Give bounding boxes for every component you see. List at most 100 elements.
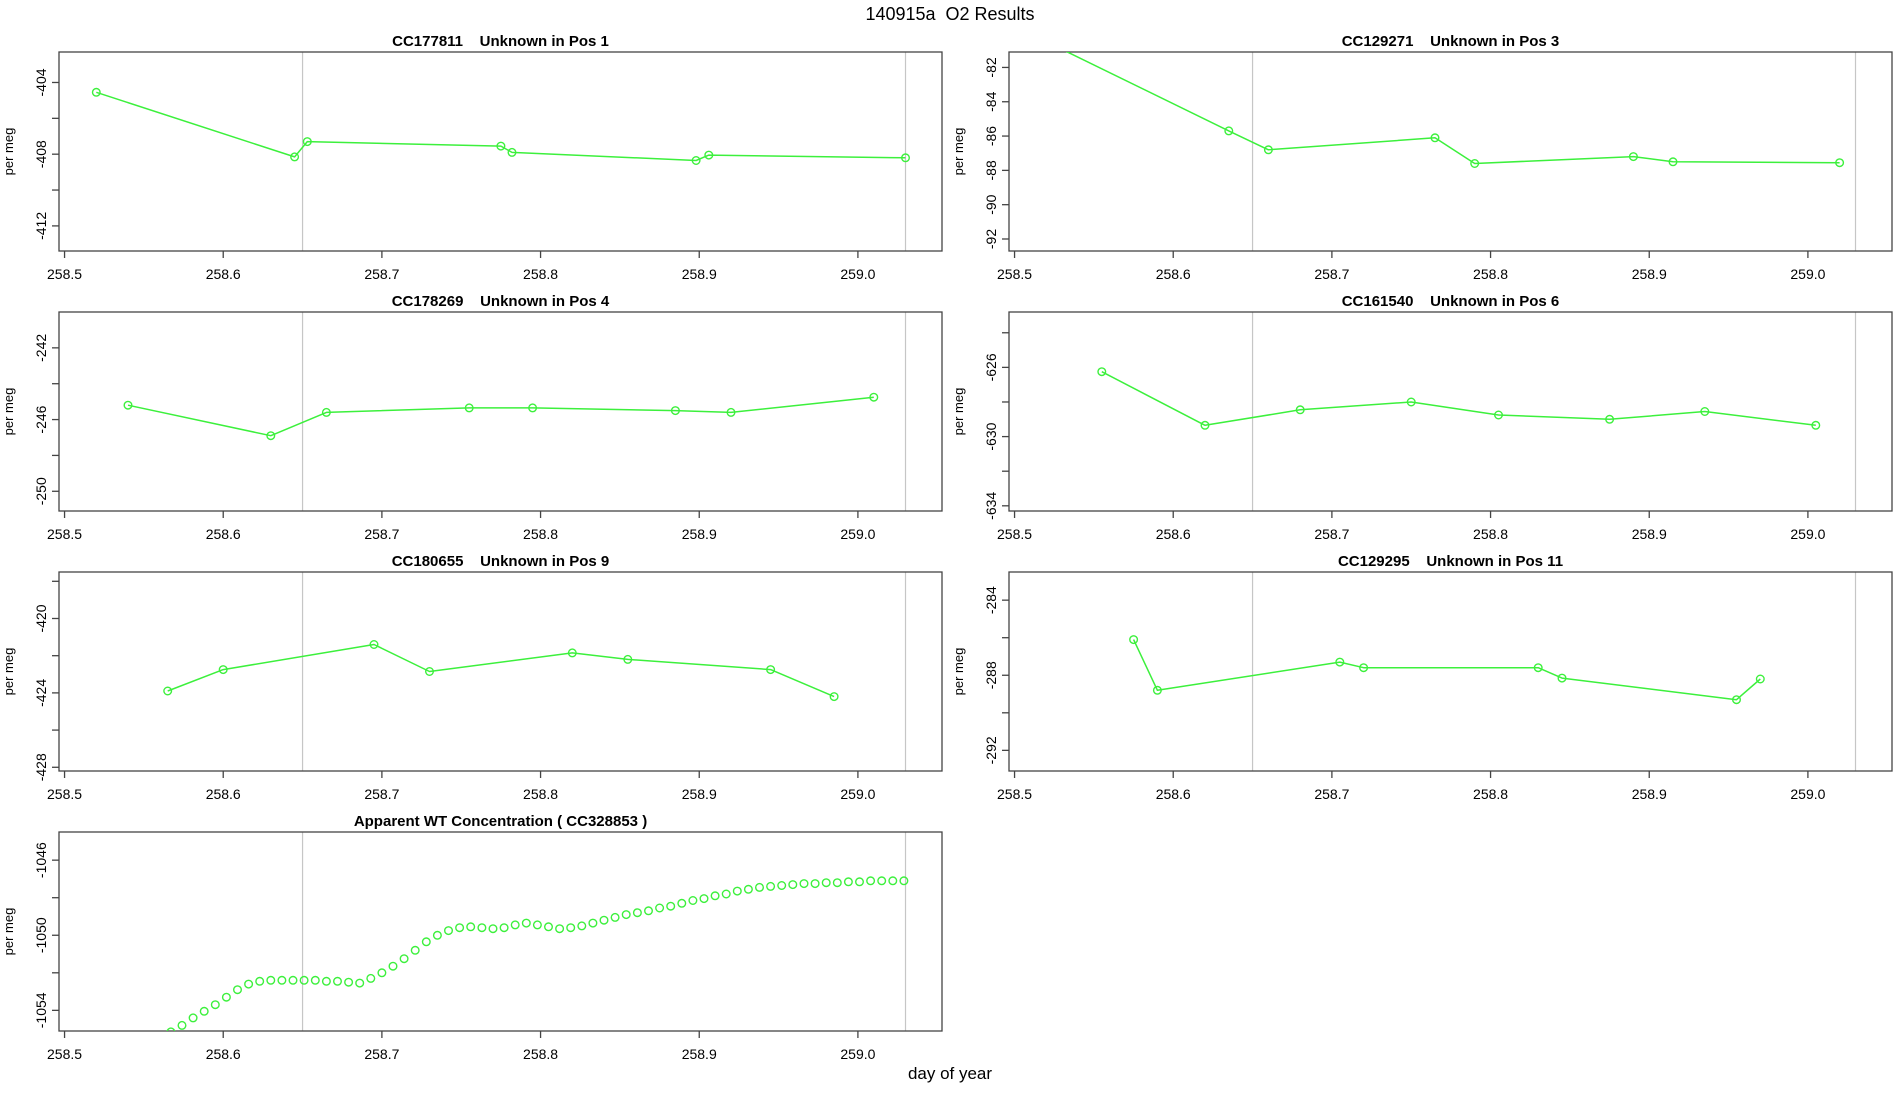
data-point — [163, 686, 173, 696]
y-axis-title: per meg — [1, 128, 16, 176]
y-tick-label: -428 — [33, 753, 49, 781]
data-point — [588, 918, 598, 928]
x-tick-label: 258.5 — [997, 266, 1032, 282]
subplot-svg: 258.5 258.6 258.7 258.8 258.9 259.0 -92 -90 -88 -… — [951, 33, 1893, 282]
subplot-title: Apparent WT Concentration ( CC328853 ) — [354, 813, 647, 830]
data-point — [610, 912, 620, 922]
chart-apparent-wt-concentration: 258.5 258.6 258.7 258.8 258.9 259.0 -1054 -1050… — [0, 810, 950, 1070]
x-tick-label: 258.6 — [1156, 526, 1191, 542]
data-point — [91, 87, 101, 97]
data-point — [244, 979, 254, 989]
x-tick-label: 258.8 — [523, 266, 558, 282]
data-point — [843, 877, 853, 887]
y-tick-label: -1046 — [33, 842, 49, 878]
y-tick-label: -288 — [983, 661, 999, 689]
x-tick-label: 258.9 — [1632, 526, 1667, 542]
series-group — [166, 876, 909, 1031]
x-tick-label: 258.7 — [1314, 786, 1349, 802]
data-point — [1097, 367, 1107, 377]
y-axis-title: per meg — [951, 388, 966, 436]
data-point — [521, 918, 531, 928]
data-point — [333, 976, 343, 986]
x-tick-label: 258.5 — [47, 1046, 82, 1062]
subplot-title: CC161540 Unknown in Pos 6 — [1342, 293, 1560, 310]
data-point — [1732, 695, 1742, 705]
x-tick-label: 258.9 — [1632, 266, 1667, 282]
y-tick-label: -242 — [33, 334, 49, 362]
data-point — [1533, 663, 1543, 673]
plot-box — [1008, 311, 1893, 512]
x-tick-label: 258.6 — [206, 786, 241, 802]
subplot-svg: 258.5 258.6 258.7 258.8 258.9 259.0 -1054 -1050… — [1, 813, 943, 1062]
data-point — [366, 973, 376, 983]
data-point — [810, 879, 820, 889]
chart-cc161540-pos6: 258.5 258.6 258.7 258.8 258.9 259.0 -634 -630 -6… — [950, 290, 1900, 550]
data-point — [532, 920, 542, 930]
x-tick-label: 258.9 — [682, 786, 717, 802]
data-point — [464, 403, 474, 413]
data-point — [566, 923, 576, 933]
x-tick-label: 258.9 — [682, 526, 717, 542]
data-point — [321, 976, 331, 986]
y-tick-label: -250 — [33, 477, 49, 505]
chart-cc180655-pos9: 258.5 258.6 258.7 258.8 258.9 259.0 -428 -424 -4… — [0, 550, 950, 810]
data-point — [666, 901, 676, 911]
data-point — [710, 891, 720, 901]
data-point — [369, 639, 379, 649]
data-point — [528, 403, 538, 413]
subplot-svg: 258.5 258.6 258.7 258.8 258.9 259.0 -412 -408 -4… — [1, 33, 943, 282]
y-tick-label: -408 — [33, 140, 49, 168]
series-group — [1065, 52, 1845, 168]
data-point — [901, 153, 911, 163]
x-tick-label: 259.0 — [1790, 786, 1825, 802]
data-point — [623, 654, 633, 664]
data-point — [799, 879, 809, 889]
y-axis-title: per meg — [1, 388, 16, 436]
subplot-svg: 258.5 258.6 258.7 258.8 258.9 259.0 -634 -630 -6… — [951, 293, 1893, 542]
y-tick-label: -86 — [983, 126, 999, 146]
data-point — [869, 392, 879, 402]
data-point — [344, 977, 354, 987]
data-point — [829, 692, 839, 702]
y-tick-label: -284 — [983, 586, 999, 614]
data-point — [1295, 405, 1305, 415]
x-tick-label: 258.7 — [364, 1046, 399, 1062]
data-point — [621, 910, 631, 920]
series-group — [1129, 635, 1765, 705]
series-group — [163, 639, 839, 702]
data-point — [266, 431, 276, 441]
data-point — [188, 1013, 198, 1023]
data-point — [766, 665, 776, 675]
x-tick-label: 258.8 — [523, 526, 558, 542]
series-line — [1101, 371, 1816, 427]
data-point — [399, 954, 409, 964]
y-tick-label: -626 — [983, 353, 999, 381]
series-group — [1097, 367, 1821, 430]
subplot-svg: 258.5 258.6 258.7 258.8 258.9 259.0 -292 -288 -2… — [951, 553, 1893, 802]
data-point — [1152, 685, 1162, 695]
data-point — [1359, 663, 1369, 673]
subplot-title: CC178269 Unknown in Pos 4 — [392, 293, 610, 310]
y-axis-title: per meg — [951, 128, 966, 176]
y-tick-label: -412 — [33, 212, 49, 240]
x-axis-label: day of year — [907, 1064, 993, 1083]
data-point — [444, 926, 454, 936]
chart-cc178269-pos4: 258.5 258.6 258.7 258.8 258.9 259.0 -250 -246 -2… — [0, 290, 950, 550]
data-point — [299, 975, 309, 985]
series-line — [127, 396, 874, 437]
data-point — [499, 923, 509, 933]
x-tick-label: 258.7 — [1314, 266, 1349, 282]
data-point — [1811, 420, 1821, 430]
data-point — [567, 648, 577, 658]
y-tick-label: -420 — [33, 604, 49, 632]
data-point — [123, 400, 133, 410]
x-tick-label: 259.0 — [1790, 526, 1825, 542]
plot-box — [1008, 51, 1893, 252]
x-tick-label: 258.9 — [682, 1046, 717, 1062]
data-point — [290, 152, 300, 162]
x-tick-label: 258.7 — [364, 786, 399, 802]
y-tick-label: -1050 — [33, 917, 49, 953]
data-point — [877, 876, 887, 886]
x-tick-label: 258.8 — [1473, 266, 1508, 282]
